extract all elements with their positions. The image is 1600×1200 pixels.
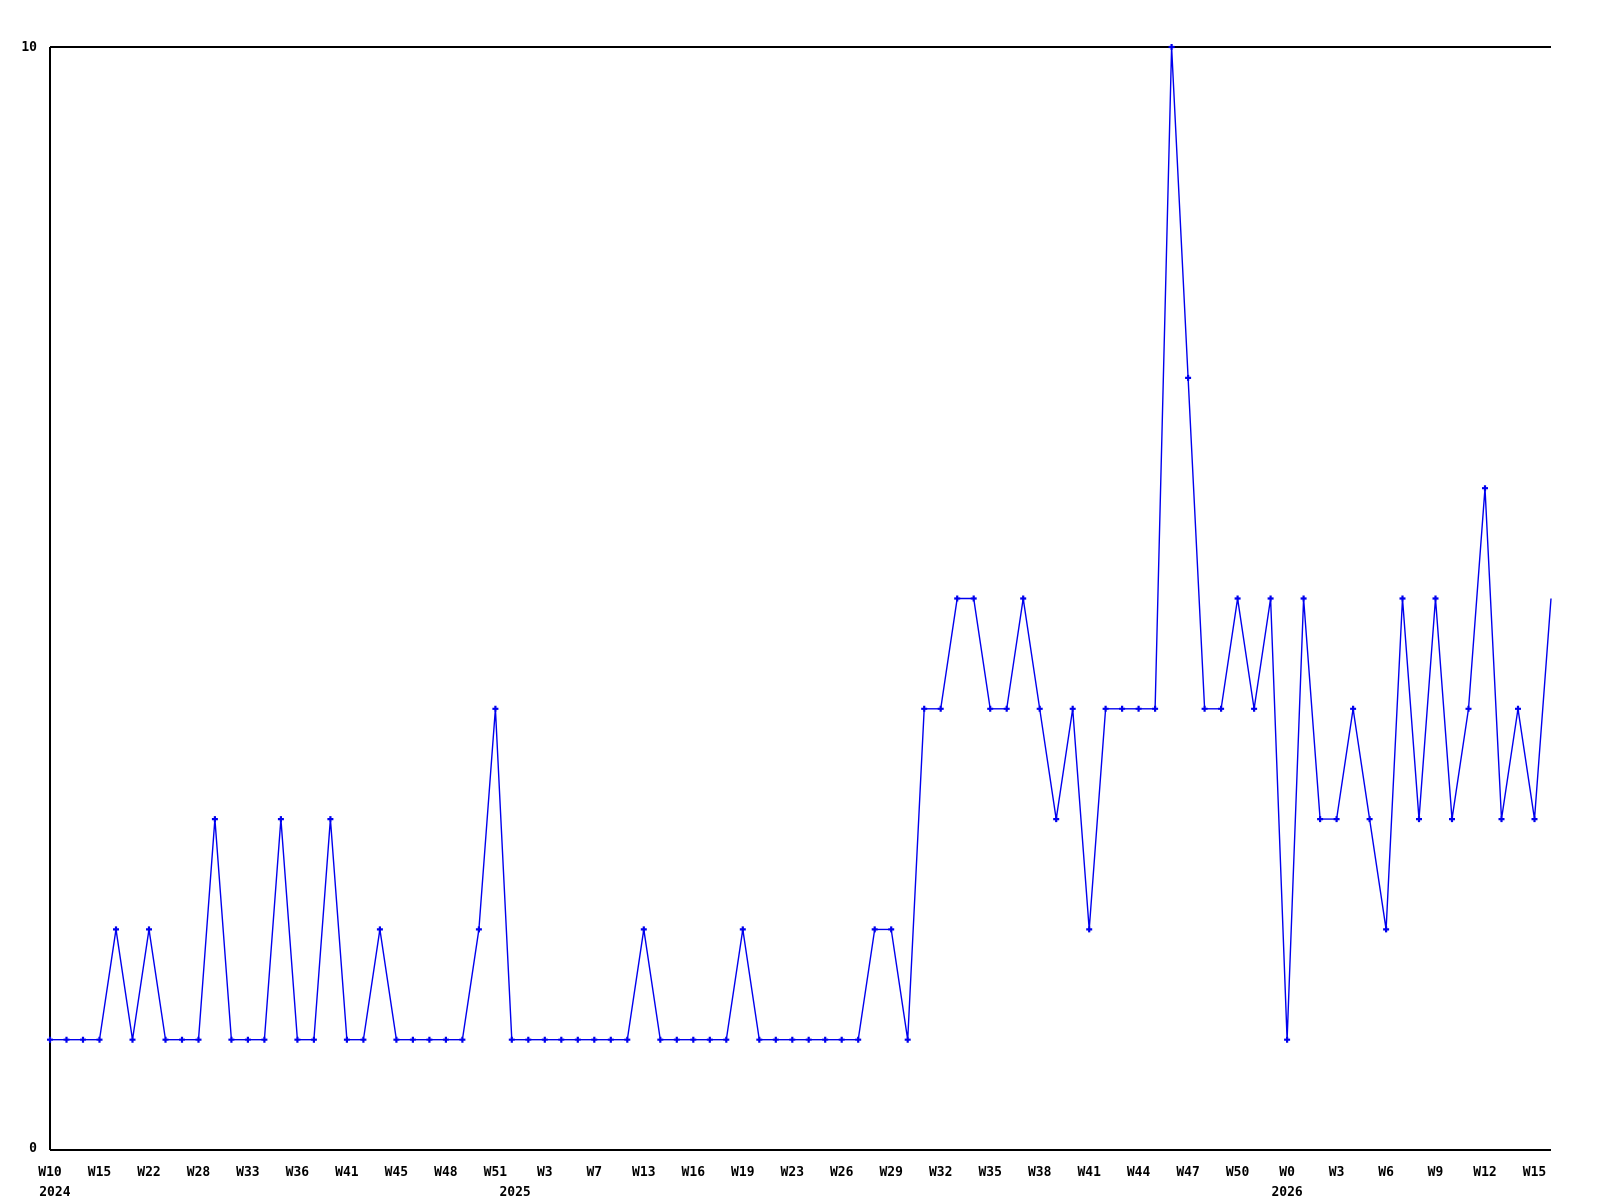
- x-tick-label: W13: [632, 1165, 655, 1180]
- x-tick-label: W23: [781, 1165, 804, 1180]
- axis-frame: [49, 46, 1551, 1151]
- x-tick-label: W41: [1077, 1165, 1101, 1180]
- x-tick-label: W7: [586, 1165, 602, 1180]
- x-year-label: 2025: [499, 1185, 530, 1200]
- x-tick-label: W50: [1226, 1165, 1250, 1180]
- y-axis-min-label: 0: [29, 1141, 37, 1156]
- x-tick-label: W6: [1378, 1165, 1394, 1180]
- data-point-markers: [47, 44, 1538, 1043]
- x-tick-label: W28: [187, 1165, 211, 1180]
- x-tick-label: W36: [286, 1165, 310, 1180]
- x-tick-label: W47: [1176, 1165, 1199, 1180]
- x-tick-label: W3: [1329, 1165, 1345, 1180]
- x-tick-label: W9: [1428, 1165, 1444, 1180]
- x-tick-label: W12: [1473, 1165, 1496, 1180]
- x-tick-label: W45: [385, 1165, 408, 1180]
- x-tick-label: W48: [434, 1165, 458, 1180]
- x-year-label: 2026: [1271, 1185, 1302, 1200]
- x-tick-label: W3: [537, 1165, 553, 1180]
- data-series-line: [50, 46, 1552, 1041]
- x-tick-label: W16: [682, 1165, 706, 1180]
- x-tick-label: W38: [1028, 1165, 1052, 1180]
- x-tick-label: W32: [929, 1165, 952, 1180]
- x-tick-label: W15: [88, 1165, 111, 1180]
- y-axis-max-label: 10: [21, 40, 37, 55]
- x-tick-label: W10: [38, 1165, 62, 1180]
- x-tick-label: W15: [1523, 1165, 1546, 1180]
- x-tick-label: W19: [731, 1165, 754, 1180]
- x-tick-label: W33: [236, 1165, 259, 1180]
- x-tick-label: W22: [137, 1165, 160, 1180]
- x-tick-label: W41: [335, 1165, 359, 1180]
- x-tick-label: W29: [879, 1165, 902, 1180]
- x-tick-label: W44: [1127, 1165, 1151, 1180]
- x-tick-label: W0: [1279, 1165, 1295, 1180]
- x-tick-label: W51: [484, 1165, 508, 1180]
- x-tick-label: W26: [830, 1165, 854, 1180]
- x-tick-label: W35: [978, 1165, 1001, 1180]
- x-year-label: 2024: [39, 1185, 70, 1200]
